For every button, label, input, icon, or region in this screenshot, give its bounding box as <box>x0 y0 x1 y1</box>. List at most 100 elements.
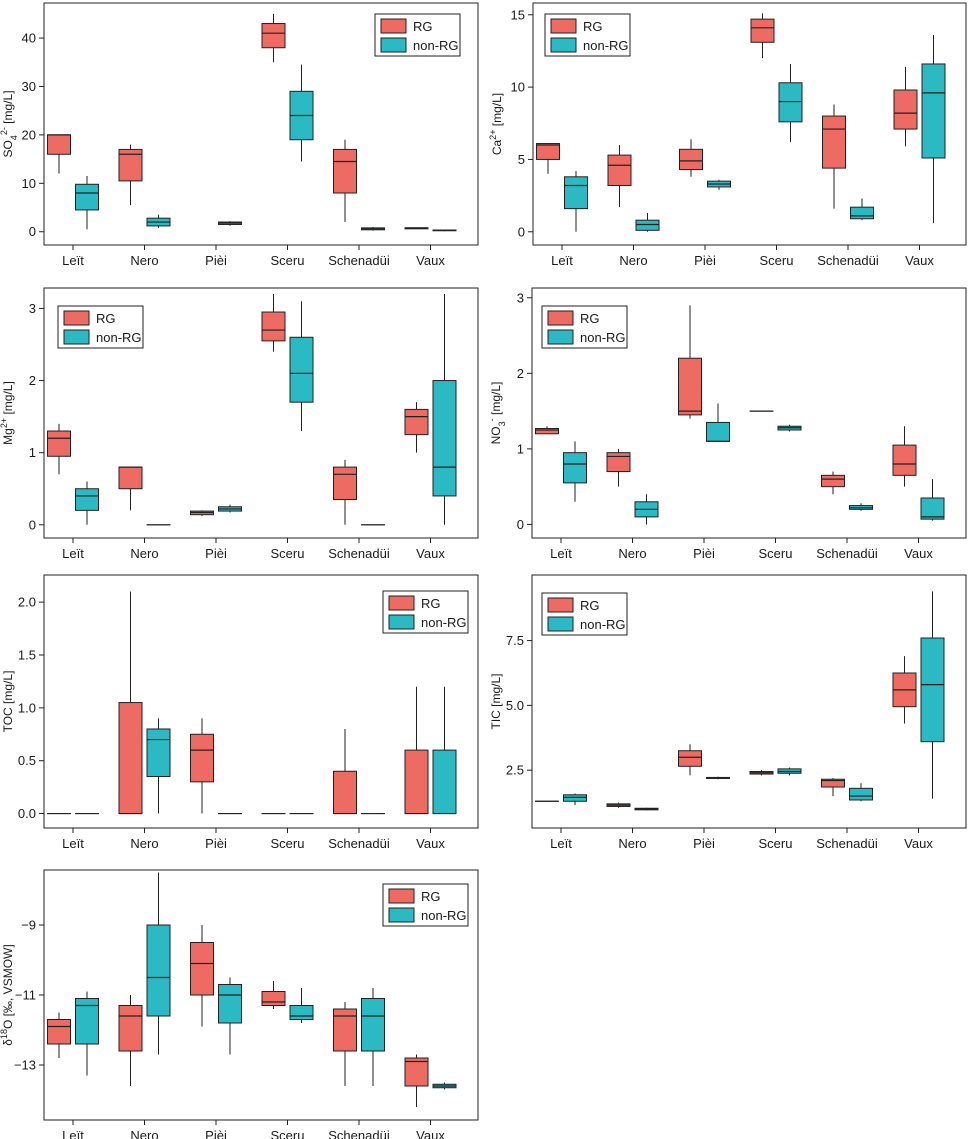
box-body <box>536 143 560 160</box>
box-non-rg-1 <box>635 212 660 232</box>
legend-swatch-rg <box>547 310 574 326</box>
legend-swatch-rg <box>547 597 574 613</box>
box-non-rg-0 <box>75 991 99 1076</box>
x-tick-label: Pièi <box>205 836 227 851</box>
box-body <box>261 311 286 342</box>
legend-swatch-rg <box>380 18 407 34</box>
box-rg-5 <box>404 686 429 815</box>
x-tick-label: Sceru <box>760 253 794 268</box>
box-rg-0 <box>47 1012 71 1058</box>
panel-mg: 0 1 2 3 Mg2+ [mg/L] Leït Nero Pièi Sceru Schenadü… <box>0 287 479 561</box>
plot-frame <box>531 574 967 829</box>
box-body <box>920 497 945 520</box>
x-tick-label: Leït <box>62 836 84 851</box>
y-tick-label: 0 <box>517 517 524 532</box>
box-body <box>47 1019 71 1045</box>
box-body <box>821 778 845 788</box>
legend-label: non-RG <box>583 38 629 53</box>
box-rg-2 <box>190 925 214 1027</box>
box-non-rg-1 <box>146 718 171 814</box>
y-tick-label: 0 <box>29 224 36 239</box>
x-tick-label: Schenadüi <box>816 836 878 851</box>
box-non-rg-5 <box>920 591 945 799</box>
x-tick-label: Schenadüi <box>817 253 879 268</box>
box-non-rg-3 <box>777 767 802 776</box>
legend: RG non-RG <box>57 305 144 349</box>
box-body <box>606 452 631 473</box>
box-rg-5 <box>893 66 918 147</box>
x-tick-label: Leït <box>62 1128 84 1139</box>
x-tick-label: Vaux <box>416 1128 445 1139</box>
box-body <box>564 176 588 210</box>
box-rg-1 <box>606 448 631 487</box>
y-axis-label: SO42- [mg/L] <box>0 90 19 157</box>
box-rg-2 <box>679 139 703 177</box>
box-rg-4 <box>333 728 357 815</box>
box-body <box>289 336 314 403</box>
y-axis-label: TOC [mg/L] <box>1 671 15 733</box>
x-tick-label: Nero <box>619 253 647 268</box>
panel-tic: 2.5 5.0 7.5 TIC [mg/L] Leït Nero Pièi Sceru Sche… <box>489 574 967 851</box>
y-tick-label: 10 <box>511 80 525 95</box>
box-non-rg-3 <box>777 424 802 432</box>
y-axis-label: Mg2+ [mg/L] <box>0 381 15 445</box>
box-non-rg-2 <box>707 179 731 190</box>
y-tick-label: 3 <box>29 301 36 316</box>
panel-ca: 0 5 10 15 Ca2+ [mg/L] Leït Nero Pièi Sceru Schena… <box>488 2 967 268</box>
legend-label: RG <box>421 596 441 611</box>
x-tick-label: Pièi <box>693 836 715 851</box>
legend-label: non-RG <box>580 330 626 345</box>
x-tick-label: Pièi <box>694 253 716 268</box>
box-body <box>778 82 803 123</box>
box-non-rg-5 <box>432 229 457 232</box>
legend: RG non-RG <box>544 13 631 57</box>
box-body <box>678 750 702 767</box>
y-tick-label: −13 <box>14 1058 36 1073</box>
legend-swatch-non-rg <box>380 37 407 53</box>
box-rg-3 <box>261 981 286 1009</box>
box-body <box>822 115 846 169</box>
box-body <box>261 991 286 1006</box>
x-tick-label: Nero <box>130 836 158 851</box>
legend-swatch-non-rg <box>388 614 415 630</box>
y-tick-label: 2 <box>29 373 36 388</box>
box-body <box>75 488 99 511</box>
panel-so4: 0 10 20 30 40 SO42- [mg/L] Leït Nero Pièi Sceru Sc… <box>0 2 479 268</box>
x-tick-label: Vaux <box>416 836 445 851</box>
box-rg-2 <box>190 510 214 517</box>
box-non-rg-2 <box>218 977 242 1055</box>
y-tick-label: 5.0 <box>506 698 524 713</box>
box-body <box>921 63 946 159</box>
x-tick-label: Vaux <box>905 253 934 268</box>
y-tick-label: 1.0 <box>18 700 36 715</box>
box-body <box>289 1005 314 1020</box>
box-rg-1 <box>606 802 631 808</box>
box-rg-0 <box>535 426 559 435</box>
y-tick-label: 2.0 <box>18 595 36 610</box>
box-body <box>118 702 143 815</box>
box-body <box>333 1008 357 1052</box>
box-rg-4 <box>822 104 846 209</box>
box-non-rg-0 <box>563 441 587 502</box>
box-body <box>261 23 286 49</box>
box-rg-5 <box>892 426 917 487</box>
box-rg-0 <box>47 423 71 475</box>
box-body <box>679 148 703 171</box>
y-tick-label: 3 <box>517 290 524 305</box>
legend-swatch-rg <box>550 18 577 34</box>
x-tick-label: Nero <box>130 1128 158 1139</box>
x-tick-label: Vaux <box>904 836 933 851</box>
x-tick-label: Sceru <box>271 546 305 561</box>
legend-label: RG <box>96 311 116 326</box>
legend: RG non-RG <box>541 592 628 636</box>
plot-frame <box>43 2 479 246</box>
legend-label: RG <box>421 889 441 904</box>
y-tick-label: 1 <box>29 445 36 460</box>
box-body <box>361 998 385 1052</box>
legend: RG non-RG <box>382 590 469 634</box>
legend: RG non-RG <box>382 883 469 927</box>
box-non-rg-0 <box>75 481 99 525</box>
box-body <box>118 466 143 490</box>
box-body <box>432 380 457 497</box>
box-rg-1 <box>118 591 143 815</box>
